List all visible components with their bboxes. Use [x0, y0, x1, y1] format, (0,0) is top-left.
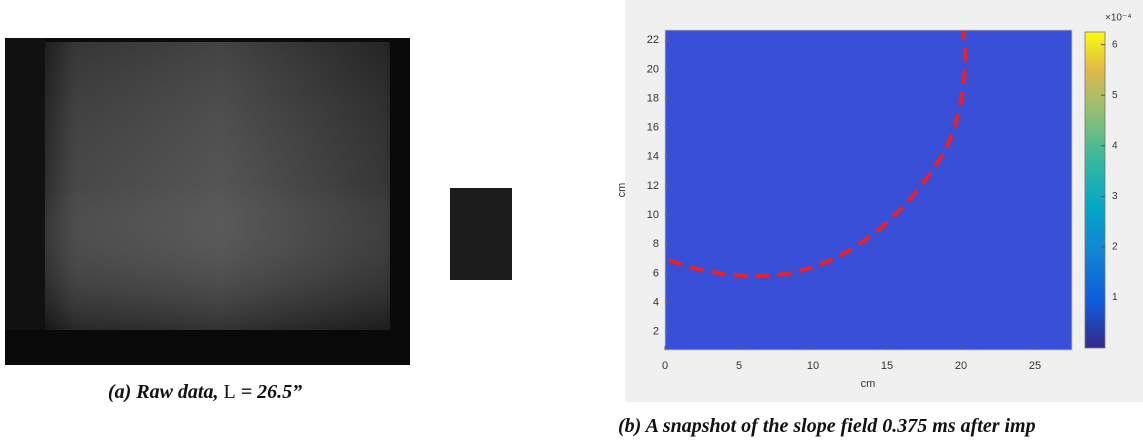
colorbar-tick-label: 6 [1112, 39, 1118, 50]
x-tick-label: 15 [881, 360, 893, 372]
colorbar-tick-label: 5 [1112, 90, 1118, 101]
x-tick-label: 10 [807, 360, 819, 372]
colorbar-tick-label: 1 [1112, 292, 1118, 303]
y-tick-label: 22 [647, 34, 659, 46]
photo [5, 38, 410, 365]
caption-b: (b) A snapshot of the slope field 0.375 … [618, 415, 1036, 437]
y-tick-label: 18 [647, 92, 659, 104]
y-axis-label: cm [616, 183, 628, 198]
colorbar [1084, 31, 1106, 349]
x-tick-label: 5 [736, 360, 742, 372]
y-tick-label: 16 [647, 122, 659, 134]
photo-mount [450, 188, 512, 280]
plot-frame [664, 29, 1073, 351]
y-tick-label: 4 [653, 297, 659, 309]
y-tick-label: 8 [653, 238, 659, 250]
colorbar-tick-label: 4 [1112, 140, 1118, 151]
heatmap [665, 30, 1072, 350]
y-tick-label: 20 [647, 63, 659, 75]
colorbar-tick-label: 2 [1112, 242, 1118, 253]
y-tick-label: 14 [647, 151, 659, 163]
x-tick-label: 0 [662, 360, 668, 372]
y-tick-label: 2 [653, 326, 659, 338]
y-tick-label: 6 [653, 267, 659, 279]
y-tick-label: 10 [647, 209, 659, 221]
caption-a: (a) Raw data, L = 26.5” [108, 381, 302, 403]
y-tick-label: 12 [647, 180, 659, 192]
x-tick-label: 25 [1029, 360, 1041, 372]
colorbar-multiplier: ×10⁻⁴ [1105, 13, 1132, 24]
x-tick-label: 20 [955, 360, 967, 372]
boundary-curve [668, 29, 968, 278]
x-axis-label: cm [861, 378, 876, 390]
colorbar-tick-label: 3 [1112, 191, 1118, 202]
